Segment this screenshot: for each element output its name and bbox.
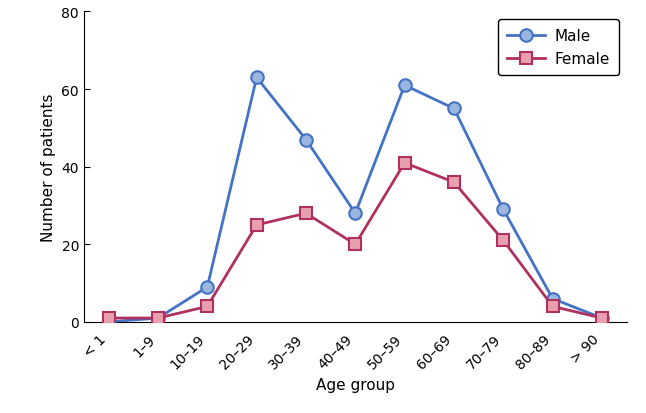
Male <box>450 107 458 112</box>
Male <box>598 316 606 321</box>
Male <box>154 316 162 321</box>
Female <box>401 161 408 166</box>
Line: Female: Female <box>103 157 608 325</box>
Female <box>548 304 556 309</box>
Male <box>548 297 556 301</box>
Y-axis label: Number of patients: Number of patients <box>41 93 56 241</box>
Female <box>105 316 112 321</box>
Female <box>351 242 359 247</box>
Male <box>253 76 260 81</box>
Male <box>351 211 359 216</box>
Female <box>253 223 260 228</box>
Female <box>302 211 310 216</box>
Female <box>450 180 458 185</box>
X-axis label: Age group: Age group <box>316 377 395 392</box>
Legend: Male, Female: Male, Female <box>498 20 619 76</box>
Line: Male: Male <box>103 72 608 328</box>
Male <box>401 83 408 88</box>
Female <box>499 238 507 243</box>
Female <box>203 304 211 309</box>
Male <box>302 138 310 142</box>
Male <box>499 207 507 212</box>
Female <box>154 316 162 321</box>
Male <box>203 285 211 290</box>
Male <box>105 320 112 325</box>
Female <box>598 316 606 321</box>
